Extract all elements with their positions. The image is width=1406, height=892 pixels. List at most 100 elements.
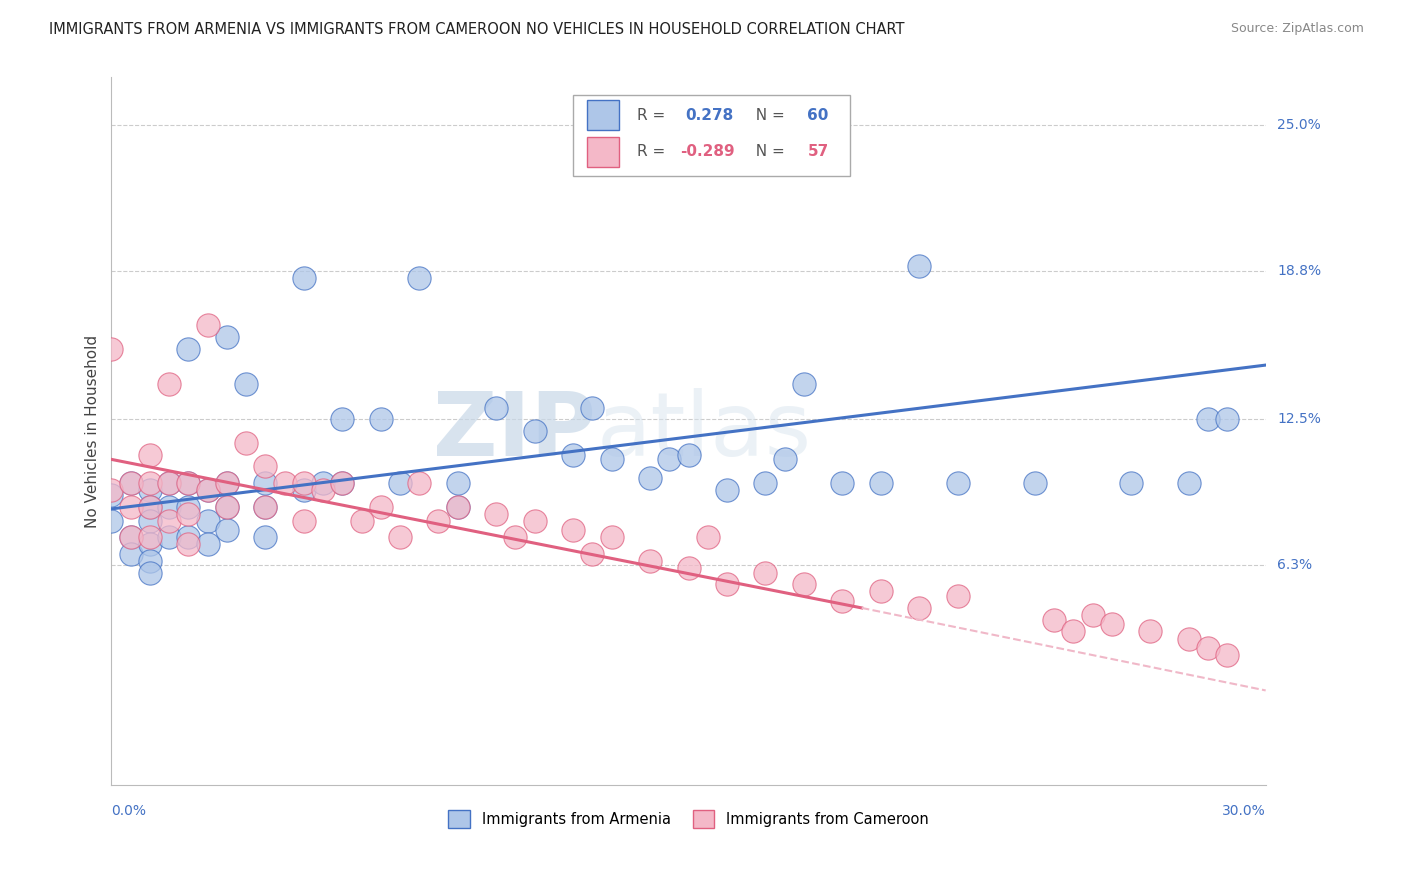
Point <box>1139 624 1161 639</box>
Point <box>100 488 122 502</box>
Point <box>1043 613 1066 627</box>
Point <box>754 566 776 580</box>
Point <box>254 530 277 544</box>
Point <box>678 561 700 575</box>
Point <box>177 475 200 490</box>
Point <box>447 500 470 514</box>
Point <box>139 530 162 544</box>
Point <box>312 483 335 497</box>
Point <box>1197 412 1219 426</box>
Point <box>139 448 162 462</box>
Point <box>139 554 162 568</box>
Point <box>157 500 180 514</box>
Point <box>197 483 219 497</box>
Point <box>1101 617 1123 632</box>
Text: 12.5%: 12.5% <box>1277 412 1322 426</box>
Point <box>157 475 180 490</box>
Point <box>350 514 373 528</box>
Point <box>139 500 162 514</box>
Point <box>388 530 411 544</box>
Point <box>197 318 219 332</box>
Point <box>600 452 623 467</box>
Point <box>235 436 257 450</box>
Point <box>793 577 815 591</box>
Point <box>120 500 142 514</box>
FancyBboxPatch shape <box>586 137 619 167</box>
Point <box>485 401 508 415</box>
Point <box>696 530 718 544</box>
Point <box>1081 607 1104 622</box>
Point <box>100 342 122 356</box>
Point <box>215 475 238 490</box>
Point <box>447 475 470 490</box>
Text: 6.3%: 6.3% <box>1277 558 1312 573</box>
Point <box>754 475 776 490</box>
Text: atlas: atlas <box>596 388 811 475</box>
Point <box>870 584 893 599</box>
Point <box>139 475 162 490</box>
Point <box>408 270 430 285</box>
Point <box>157 376 180 391</box>
Point <box>197 514 219 528</box>
Point <box>638 554 661 568</box>
Point <box>523 514 546 528</box>
Point <box>197 483 219 497</box>
Point <box>562 448 585 462</box>
Point <box>946 475 969 490</box>
Text: 0.0%: 0.0% <box>111 804 146 818</box>
Point <box>370 500 392 514</box>
Point <box>139 483 162 497</box>
Text: -0.289: -0.289 <box>681 145 735 160</box>
Point <box>139 537 162 551</box>
Point <box>1177 632 1199 646</box>
Point <box>581 401 603 415</box>
Point <box>388 475 411 490</box>
Point <box>793 376 815 391</box>
Point <box>139 514 162 528</box>
Point <box>1062 624 1084 639</box>
Y-axis label: No Vehicles in Household: No Vehicles in Household <box>86 334 100 528</box>
Point <box>1216 648 1239 662</box>
Point <box>139 566 162 580</box>
Point <box>716 483 738 497</box>
Text: Source: ZipAtlas.com: Source: ZipAtlas.com <box>1230 22 1364 36</box>
Text: R =: R = <box>637 145 669 160</box>
Point <box>254 459 277 474</box>
Point <box>678 448 700 462</box>
Text: 30.0%: 30.0% <box>1222 804 1265 818</box>
Text: 25.0%: 25.0% <box>1277 118 1322 132</box>
Point <box>292 270 315 285</box>
Point <box>600 530 623 544</box>
Point <box>215 475 238 490</box>
Point <box>716 577 738 591</box>
Point <box>1024 475 1046 490</box>
Point <box>330 475 353 490</box>
Point <box>773 452 796 467</box>
Legend: Immigrants from Armenia, Immigrants from Cameroon: Immigrants from Armenia, Immigrants from… <box>443 805 935 834</box>
Point <box>292 514 315 528</box>
Text: N =: N = <box>747 108 790 123</box>
Point <box>831 475 853 490</box>
Point <box>215 330 238 344</box>
Point <box>177 342 200 356</box>
Point <box>120 530 142 544</box>
Point <box>197 537 219 551</box>
Point <box>1177 475 1199 490</box>
Point <box>370 412 392 426</box>
Point <box>254 500 277 514</box>
Point <box>1197 640 1219 655</box>
Point <box>120 530 142 544</box>
Text: R =: R = <box>637 108 675 123</box>
Text: 0.278: 0.278 <box>685 108 734 123</box>
Point <box>100 483 122 497</box>
Point <box>908 259 931 273</box>
Point <box>638 471 661 485</box>
Point <box>177 500 200 514</box>
Point <box>177 507 200 521</box>
Point <box>292 483 315 497</box>
Text: 57: 57 <box>807 145 828 160</box>
Point <box>485 507 508 521</box>
Point <box>157 530 180 544</box>
Point <box>658 452 681 467</box>
Point <box>215 523 238 537</box>
